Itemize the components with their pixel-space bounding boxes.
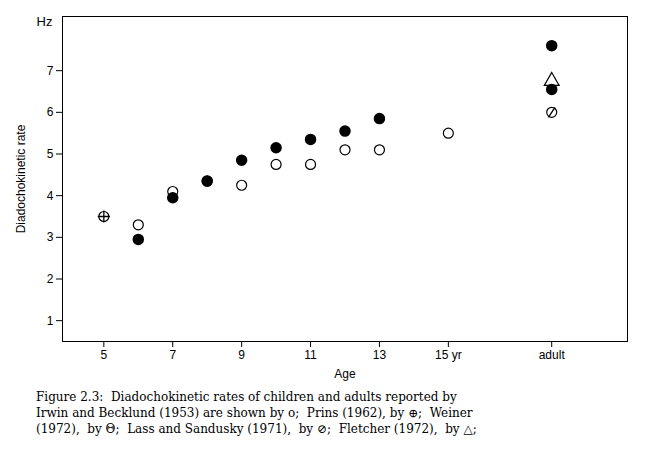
svg-text:Hz: Hz bbox=[37, 14, 53, 29]
svg-text:13: 13 bbox=[373, 348, 387, 362]
svg-text:3: 3 bbox=[47, 230, 54, 244]
svg-text:11: 11 bbox=[304, 348, 317, 362]
svg-text:Age: Age bbox=[334, 367, 356, 381]
svg-text:2: 2 bbox=[47, 272, 54, 286]
svg-text:9: 9 bbox=[238, 348, 245, 362]
svg-text:5: 5 bbox=[47, 147, 54, 161]
svg-text:15 yr: 15 yr bbox=[435, 348, 462, 362]
svg-text:5: 5 bbox=[100, 348, 107, 362]
svg-text:7: 7 bbox=[169, 348, 176, 362]
html-text:Figure 2.3: Diadochokinetic ra: Figure 2.3: Diadochokinetic rates of chi… bbox=[36, 390, 477, 436]
svg-text:1: 1 bbox=[47, 314, 54, 328]
svg-text:adult: adult bbox=[539, 348, 566, 362]
svg-text:4: 4 bbox=[47, 189, 54, 203]
svg-text:6: 6 bbox=[47, 105, 54, 119]
svg-text:Diadochokinetic rate: Diadochokinetic rate bbox=[14, 124, 28, 233]
svg-text:7: 7 bbox=[47, 64, 54, 78]
